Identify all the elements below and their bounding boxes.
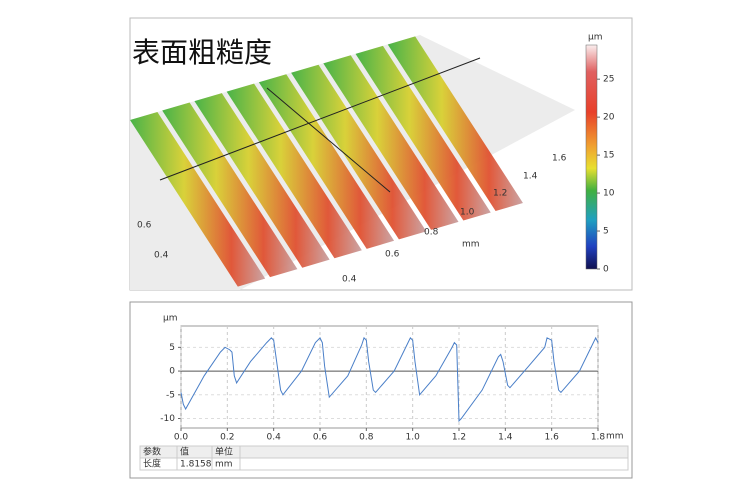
axis-label: 0.6 xyxy=(385,250,400,260)
x-tick-label: 0.6 xyxy=(313,433,328,443)
ridge xyxy=(258,74,395,249)
x-tick-label: 1.6 xyxy=(545,433,560,443)
measure-line xyxy=(266,87,391,193)
surface-title: 表面粗糙度 xyxy=(132,36,272,69)
colorbar-label: 10 xyxy=(603,189,615,199)
table-cell: 长度 xyxy=(143,458,161,470)
colorbar-unit: μm xyxy=(588,33,603,43)
x-tick-label: 1.8 xyxy=(591,433,606,443)
ridge xyxy=(291,64,427,240)
x-tick-label: 1.4 xyxy=(498,433,513,443)
ridge xyxy=(355,45,491,221)
measure-line xyxy=(159,57,481,181)
colorbar-label: 5 xyxy=(603,227,609,237)
table-header: 参数 xyxy=(143,446,161,458)
x-unit: mm xyxy=(606,432,624,442)
y-tick-label: -5 xyxy=(166,390,175,400)
table-cell: 1.8158 xyxy=(180,460,212,470)
axis-label: 0.4 xyxy=(342,275,357,285)
profile-line xyxy=(180,336,599,423)
y-tick-label: -10 xyxy=(160,414,175,424)
x-tick-label: 0.8 xyxy=(359,433,374,443)
y-tick-label: 5 xyxy=(169,343,175,353)
table-header: 值 xyxy=(180,446,189,458)
x-tick-label: 0.0 xyxy=(174,433,189,443)
ridge xyxy=(323,55,459,230)
table-header: 单位 xyxy=(215,446,233,458)
y-tick-label: 0 xyxy=(169,367,175,377)
y-axis-label: μm xyxy=(163,314,178,324)
colorbar-label: 25 xyxy=(603,75,614,85)
x-tick-label: 1.2 xyxy=(452,433,466,443)
colorbar-label: 20 xyxy=(603,113,615,123)
colorbar xyxy=(585,44,598,270)
x-tick-label: 0.4 xyxy=(267,433,282,443)
table-cell: mm xyxy=(215,460,233,470)
ridge xyxy=(194,93,330,268)
colorbar-label: 0 xyxy=(603,265,609,275)
surface-ridges xyxy=(130,36,523,287)
axis-label: 1.4 xyxy=(523,172,538,182)
ridge xyxy=(130,111,266,287)
axis-label: 1.2 xyxy=(493,189,507,199)
axis-label: 0.6 xyxy=(137,221,152,231)
x-tick-label: 1.0 xyxy=(406,433,421,443)
axis-label: 0.8 xyxy=(424,228,439,238)
x-tick-label: 0.2 xyxy=(220,433,234,443)
axis-unit: mm xyxy=(462,240,480,250)
colorbar-label: 15 xyxy=(603,151,614,161)
axis-label: 1.0 xyxy=(460,208,475,218)
ridge xyxy=(162,102,298,278)
params-table xyxy=(139,445,629,471)
axis-label: 0.4 xyxy=(154,251,169,261)
axis-label: 1.6 xyxy=(552,154,567,164)
ridge xyxy=(226,83,362,259)
